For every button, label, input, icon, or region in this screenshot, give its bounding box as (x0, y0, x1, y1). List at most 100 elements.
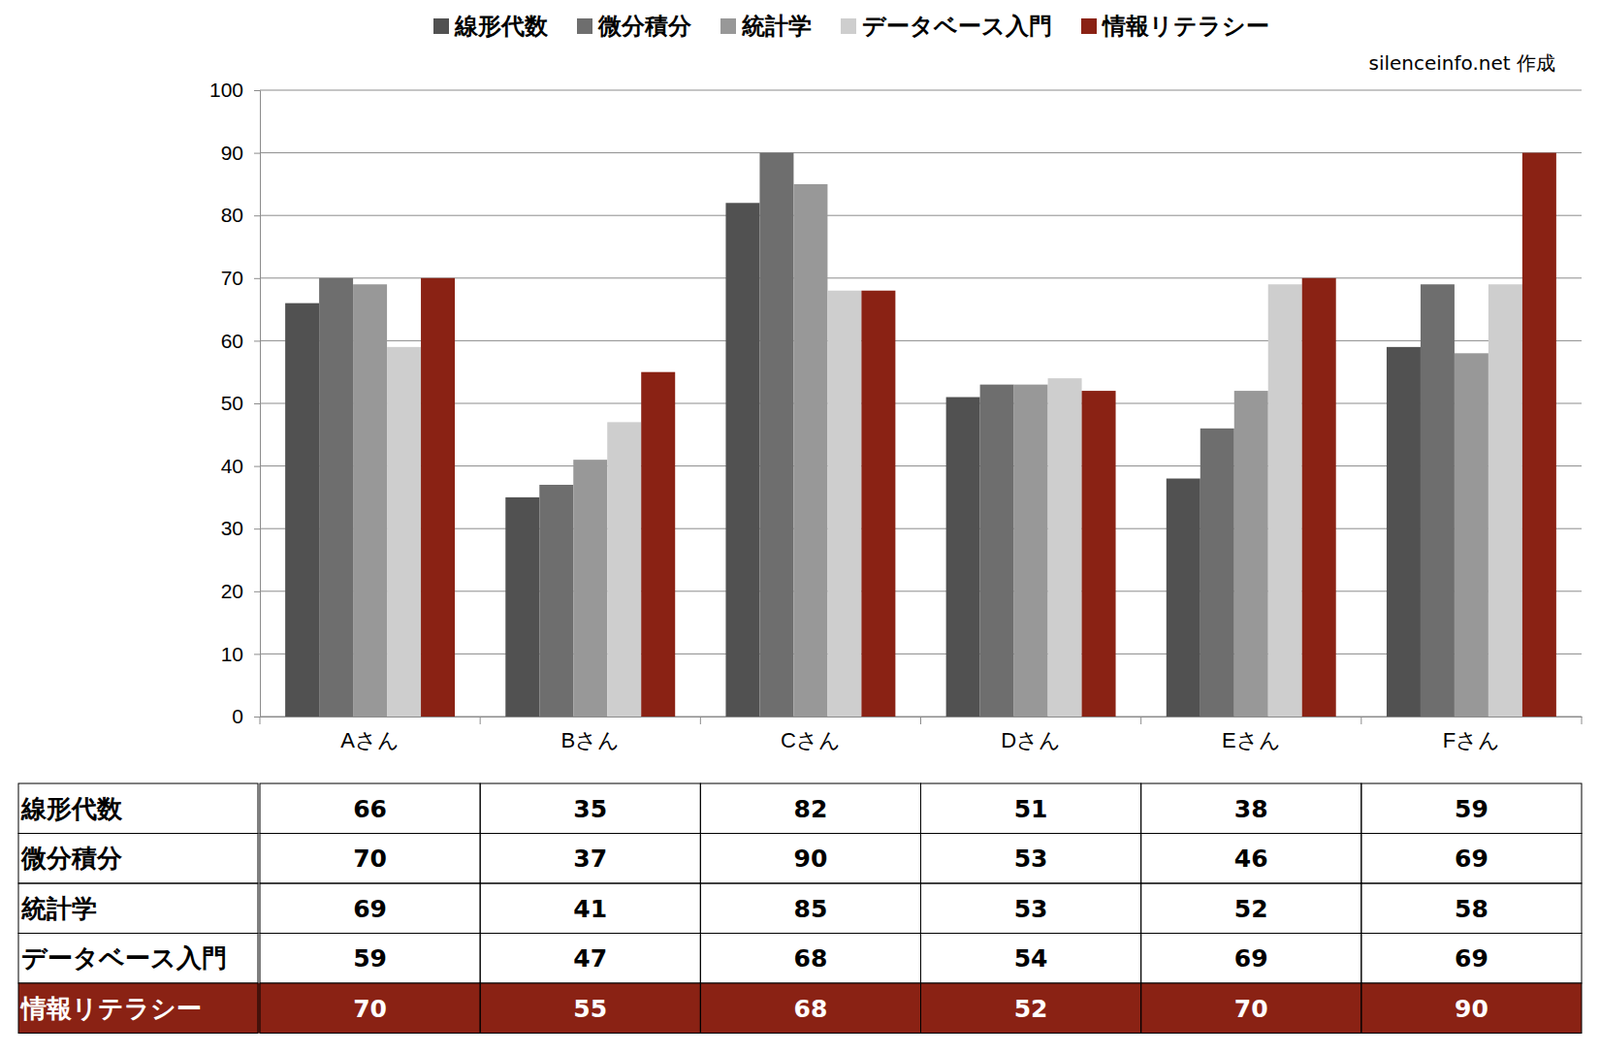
legend-item: 統計学 (720, 12, 812, 40)
grid-line (259, 653, 1582, 655)
legend-item: 情報リテラシー (1081, 12, 1270, 40)
row-header: 情報リテラシー (19, 993, 202, 1024)
cell (700, 933, 921, 985)
tick-label: 90 (221, 141, 244, 164)
cell (18, 833, 258, 885)
cell-value: 70 (352, 994, 387, 1024)
bar (1488, 284, 1523, 717)
bar (1302, 278, 1337, 717)
separator (259, 716, 261, 725)
series (352, 184, 1489, 717)
cell (1361, 933, 1582, 985)
cell-value: 82 (794, 795, 829, 824)
grid-line (259, 152, 1582, 154)
legend-label: 統計学 (740, 12, 812, 40)
cell (921, 983, 1142, 1034)
legend-swatch (720, 18, 736, 34)
series (420, 153, 1557, 717)
cell-value: 35 (573, 795, 608, 824)
bar (1200, 428, 1235, 717)
bar (759, 153, 794, 717)
tick: 30 (221, 516, 260, 540)
cell (1141, 883, 1362, 934)
cell-value: 55 (573, 994, 608, 1024)
tick: Cさん (780, 716, 841, 753)
tick-label: 100 (209, 78, 244, 101)
tick-label: 0 (231, 704, 244, 728)
series (285, 202, 1421, 717)
tick-label: Fさん (1442, 728, 1501, 753)
series (386, 284, 1523, 717)
cell-value: 46 (1234, 844, 1269, 873)
separator (1140, 716, 1142, 725)
legend-item: 線形代数 (433, 12, 549, 40)
grid-line (259, 465, 1582, 467)
bar (640, 372, 675, 717)
bar (1268, 284, 1303, 717)
bar (1048, 378, 1083, 717)
grid-line (259, 90, 1582, 92)
annotation: silenceinfo.net 作成 (1368, 51, 1556, 75)
tick-label: 30 (221, 516, 244, 540)
bar (1522, 153, 1557, 717)
cell (259, 883, 480, 934)
bar (1014, 384, 1049, 717)
cell (1361, 883, 1582, 934)
legend-swatch (1081, 18, 1097, 34)
bar (980, 384, 1015, 717)
tick-label: Cさん (780, 728, 841, 753)
bar (1234, 390, 1269, 717)
legend-swatch (433, 18, 449, 34)
grid-line (259, 590, 1582, 592)
row-header: データベース入門 (21, 943, 227, 973)
legend-swatch (840, 18, 857, 34)
cell (480, 833, 701, 885)
tick: 50 (221, 391, 260, 415)
tick-mark (254, 278, 260, 280)
cell (259, 933, 480, 985)
cell-value: 69 (1234, 944, 1269, 973)
tick-mark (254, 90, 260, 92)
row-header: 統計学 (20, 894, 97, 924)
legend-swatch (576, 18, 593, 34)
cell (1361, 783, 1582, 834)
bar (319, 278, 353, 717)
table-row: 線形代数663582513859 (18, 783, 1582, 834)
cell-value: 59 (352, 944, 387, 973)
cell-value: 37 (573, 844, 608, 873)
row-highlight (18, 983, 1582, 1034)
cell-value: 70 (352, 844, 387, 873)
cell (259, 783, 480, 834)
tick: 60 (221, 329, 260, 352)
cell-value: 90 (794, 844, 829, 873)
bar (1454, 352, 1489, 717)
cell (1141, 833, 1362, 885)
axis-line (254, 91, 261, 718)
cell-value: 70 (1234, 994, 1269, 1024)
tick: 0 (231, 704, 260, 728)
separator (1581, 716, 1583, 725)
tick-label: Eさん (1221, 728, 1281, 753)
tick-label: Aさん (340, 728, 400, 753)
tick-mark (254, 528, 260, 530)
cell (700, 783, 921, 834)
bar (827, 290, 862, 717)
cell-value: 53 (1014, 895, 1049, 924)
tick-label: Dさん (1000, 728, 1061, 753)
tick: Dさん (1000, 716, 1061, 753)
separator (700, 716, 702, 725)
bar (420, 278, 455, 717)
grid-line (259, 215, 1582, 217)
legend-label: 情報リテラシー (1100, 12, 1270, 40)
bar (725, 202, 760, 717)
cell-value: 85 (794, 895, 829, 924)
tick: 70 (221, 266, 260, 289)
bar (386, 347, 421, 717)
tick: Eさん (1221, 716, 1281, 753)
table-row: 統計学694185535258 (18, 883, 1582, 934)
cell-value: 54 (1014, 944, 1049, 973)
table-row: 微分積分703790534669 (18, 833, 1582, 885)
cell-value: 52 (1014, 994, 1049, 1024)
cell (18, 933, 258, 985)
bar (1420, 284, 1455, 717)
